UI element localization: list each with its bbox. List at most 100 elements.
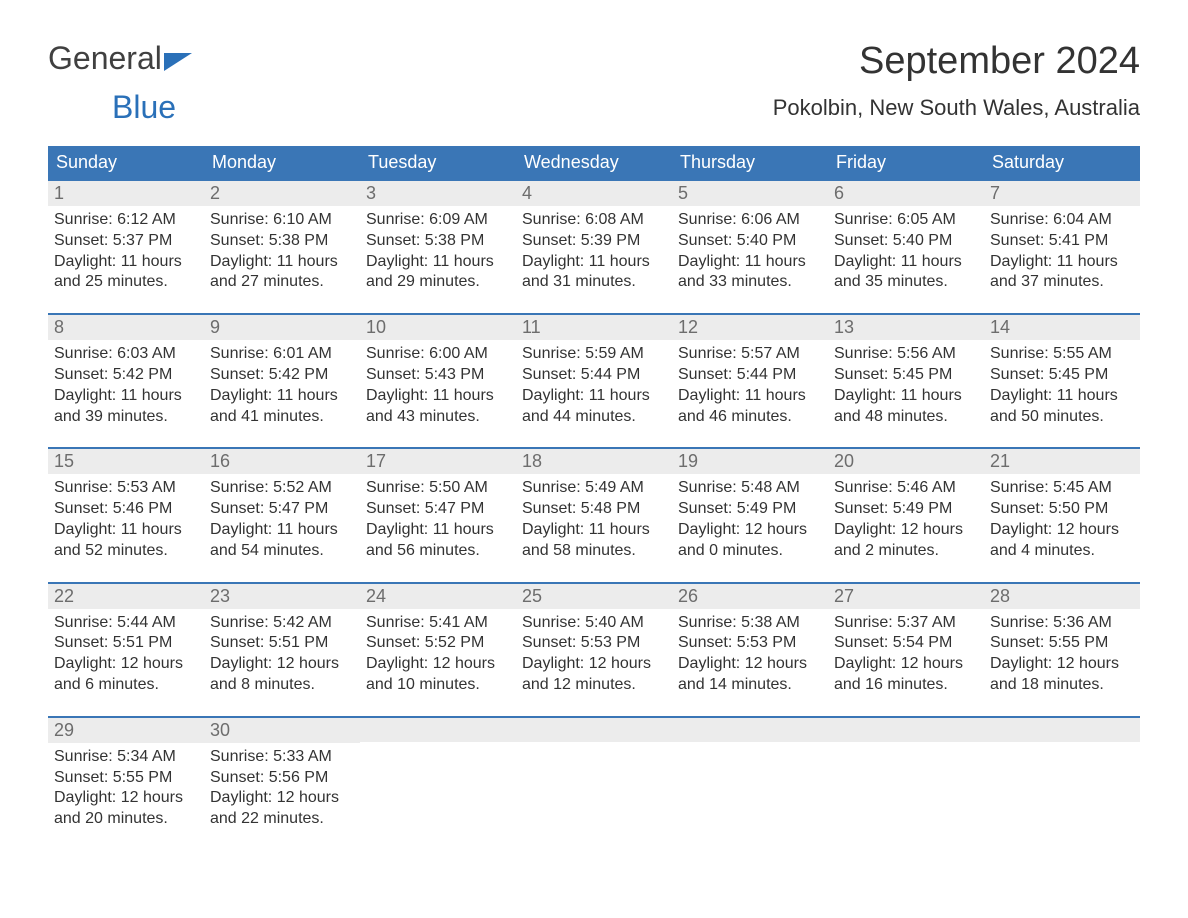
day-body: Sunrise: 6:08 AMSunset: 5:39 PMDaylight:…	[516, 206, 672, 299]
daylight-line: Daylight: 11 hours	[678, 386, 822, 407]
day-cell: 25Sunrise: 5:40 AMSunset: 5:53 PMDayligh…	[516, 584, 672, 702]
day-cell: 22Sunrise: 5:44 AMSunset: 5:51 PMDayligh…	[48, 584, 204, 702]
sunrise-line: Sunrise: 6:04 AM	[990, 210, 1134, 231]
sunset-line: Sunset: 5:37 PM	[54, 231, 198, 252]
sunset-line: Sunset: 5:53 PM	[678, 633, 822, 654]
sunset-line: Sunset: 5:48 PM	[522, 499, 666, 520]
brand-logo: General	[48, 40, 192, 77]
sunrise-line: Sunrise: 5:57 AM	[678, 344, 822, 365]
sunset-line: Sunset: 5:51 PM	[54, 633, 198, 654]
day-body: Sunrise: 6:12 AMSunset: 5:37 PMDaylight:…	[48, 206, 204, 299]
sunset-line: Sunset: 5:38 PM	[210, 231, 354, 252]
daylight-line: and 20 minutes.	[54, 809, 198, 830]
sunrise-line: Sunrise: 6:01 AM	[210, 344, 354, 365]
sunrise-line: Sunrise: 5:33 AM	[210, 747, 354, 768]
day-body: Sunrise: 5:44 AMSunset: 5:51 PMDaylight:…	[48, 609, 204, 702]
day-body: Sunrise: 5:48 AMSunset: 5:49 PMDaylight:…	[672, 474, 828, 567]
day-number: 7	[984, 181, 1140, 206]
daylight-line: Daylight: 12 hours	[678, 520, 822, 541]
month-title: September 2024	[773, 40, 1140, 83]
sunset-line: Sunset: 5:55 PM	[54, 768, 198, 789]
day-number: 16	[204, 449, 360, 474]
sunset-line: Sunset: 5:40 PM	[834, 231, 978, 252]
daylight-line: Daylight: 12 hours	[210, 788, 354, 809]
daylight-line: Daylight: 11 hours	[834, 252, 978, 273]
day-number: 23	[204, 584, 360, 609]
day-cell: 18Sunrise: 5:49 AMSunset: 5:48 PMDayligh…	[516, 449, 672, 567]
daylight-line: and 27 minutes.	[210, 272, 354, 293]
day-cell: 30Sunrise: 5:33 AMSunset: 5:56 PMDayligh…	[204, 718, 360, 836]
daylight-line: and 33 minutes.	[678, 272, 822, 293]
day-body: Sunrise: 5:50 AMSunset: 5:47 PMDaylight:…	[360, 474, 516, 567]
day-number: 12	[672, 315, 828, 340]
daylight-line: Daylight: 11 hours	[210, 520, 354, 541]
weekday-tuesday: Tuesday	[360, 146, 516, 179]
sunrise-line: Sunrise: 5:38 AM	[678, 613, 822, 634]
sunset-line: Sunset: 5:42 PM	[54, 365, 198, 386]
daylight-line: Daylight: 11 hours	[834, 386, 978, 407]
day-body: Sunrise: 6:05 AMSunset: 5:40 PMDaylight:…	[828, 206, 984, 299]
day-body: Sunrise: 5:34 AMSunset: 5:55 PMDaylight:…	[48, 743, 204, 836]
day-cell: 10Sunrise: 6:00 AMSunset: 5:43 PMDayligh…	[360, 315, 516, 433]
sunrise-line: Sunrise: 5:59 AM	[522, 344, 666, 365]
sunset-line: Sunset: 5:50 PM	[990, 499, 1134, 520]
daylight-line: and 56 minutes.	[366, 541, 510, 562]
daylight-line: and 39 minutes.	[54, 407, 198, 428]
day-number: 3	[360, 181, 516, 206]
day-cell: 2Sunrise: 6:10 AMSunset: 5:38 PMDaylight…	[204, 181, 360, 299]
sunset-line: Sunset: 5:47 PM	[210, 499, 354, 520]
weeks-container: 1Sunrise: 6:12 AMSunset: 5:37 PMDaylight…	[48, 179, 1140, 836]
brand-word-1: General	[48, 40, 162, 77]
daylight-line: and 14 minutes.	[678, 675, 822, 696]
daylight-line: and 18 minutes.	[990, 675, 1134, 696]
day-cell: 1Sunrise: 6:12 AMSunset: 5:37 PMDaylight…	[48, 181, 204, 299]
sunset-line: Sunset: 5:39 PM	[522, 231, 666, 252]
day-number: 28	[984, 584, 1140, 609]
daylight-line: and 52 minutes.	[54, 541, 198, 562]
day-cell: 28Sunrise: 5:36 AMSunset: 5:55 PMDayligh…	[984, 584, 1140, 702]
day-cell: 26Sunrise: 5:38 AMSunset: 5:53 PMDayligh…	[672, 584, 828, 702]
daylight-line: Daylight: 12 hours	[834, 654, 978, 675]
daylight-line: Daylight: 11 hours	[522, 386, 666, 407]
daylight-line: and 25 minutes.	[54, 272, 198, 293]
sunset-line: Sunset: 5:40 PM	[678, 231, 822, 252]
daylight-line: and 0 minutes.	[678, 541, 822, 562]
sunrise-line: Sunrise: 5:50 AM	[366, 478, 510, 499]
daylight-line: and 8 minutes.	[210, 675, 354, 696]
daylight-line: Daylight: 12 hours	[678, 654, 822, 675]
sunrise-line: Sunrise: 6:12 AM	[54, 210, 198, 231]
sunset-line: Sunset: 5:51 PM	[210, 633, 354, 654]
daylight-line: Daylight: 12 hours	[834, 520, 978, 541]
sunset-line: Sunset: 5:44 PM	[678, 365, 822, 386]
week-row: 29Sunrise: 5:34 AMSunset: 5:55 PMDayligh…	[48, 716, 1140, 836]
sunrise-line: Sunrise: 5:48 AM	[678, 478, 822, 499]
sunrise-line: Sunrise: 5:55 AM	[990, 344, 1134, 365]
sunset-line: Sunset: 5:41 PM	[990, 231, 1134, 252]
sunset-line: Sunset: 5:52 PM	[366, 633, 510, 654]
day-cell: 4Sunrise: 6:08 AMSunset: 5:39 PMDaylight…	[516, 181, 672, 299]
day-cell: 9Sunrise: 6:01 AMSunset: 5:42 PMDaylight…	[204, 315, 360, 433]
daylight-line: and 22 minutes.	[210, 809, 354, 830]
day-cell: 15Sunrise: 5:53 AMSunset: 5:46 PMDayligh…	[48, 449, 204, 567]
sunrise-line: Sunrise: 5:37 AM	[834, 613, 978, 634]
daylight-line: Daylight: 12 hours	[366, 654, 510, 675]
day-number: 29	[48, 718, 204, 743]
daylight-line: Daylight: 11 hours	[54, 252, 198, 273]
daylight-line: and 12 minutes.	[522, 675, 666, 696]
sunrise-line: Sunrise: 5:36 AM	[990, 613, 1134, 634]
day-body: Sunrise: 5:53 AMSunset: 5:46 PMDaylight:…	[48, 474, 204, 567]
daylight-line: Daylight: 12 hours	[54, 788, 198, 809]
day-number: 30	[204, 718, 360, 743]
day-body: Sunrise: 5:38 AMSunset: 5:53 PMDaylight:…	[672, 609, 828, 702]
week-row: 22Sunrise: 5:44 AMSunset: 5:51 PMDayligh…	[48, 582, 1140, 702]
day-number	[828, 718, 984, 742]
sunrise-line: Sunrise: 5:42 AM	[210, 613, 354, 634]
day-number: 20	[828, 449, 984, 474]
day-number: 1	[48, 181, 204, 206]
sunset-line: Sunset: 5:47 PM	[366, 499, 510, 520]
daylight-line: Daylight: 11 hours	[54, 386, 198, 407]
daylight-line: and 16 minutes.	[834, 675, 978, 696]
day-number: 27	[828, 584, 984, 609]
sunrise-line: Sunrise: 5:52 AM	[210, 478, 354, 499]
day-number: 6	[828, 181, 984, 206]
